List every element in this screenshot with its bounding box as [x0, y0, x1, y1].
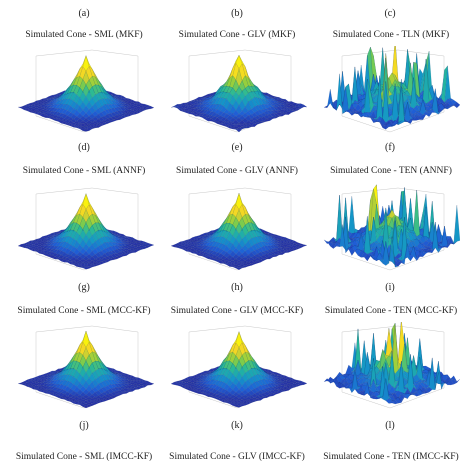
- plot-title-sml-mkf: Simulated Cone - SML (MKF): [25, 30, 143, 40]
- axis-line: [35, 325, 93, 333]
- cone-surface-graphic: [170, 325, 307, 409]
- surface-plot: [167, 322, 307, 414]
- axis-line: [341, 115, 391, 133]
- surface-patch: [453, 205, 460, 245]
- plot-title-ten-mcckf: Simulated Cone - TEN (MCC-KF): [324, 306, 458, 316]
- axis-line: [35, 253, 85, 271]
- axis-line: [35, 115, 85, 133]
- surface-patch: [388, 125, 396, 127]
- panel-label-c: (c): [384, 8, 396, 19]
- surface-plot: [167, 46, 307, 138]
- panel-label-k: (k): [231, 420, 243, 431]
- axis-line: [35, 49, 93, 57]
- axis-line: [35, 391, 85, 409]
- panel-label-d: (d): [78, 142, 90, 153]
- axis-line: [188, 253, 238, 271]
- axis-line: [244, 187, 292, 195]
- axis-line: [188, 187, 246, 195]
- axis-line: [188, 49, 246, 57]
- plot-title-glv-annf: Simulated Cone - GLV (ANNF): [176, 166, 298, 176]
- panel-label-g: (g): [78, 282, 90, 293]
- axis-line: [397, 325, 445, 333]
- plot-title-tln-mkf: Simulated Cone - TLN (MKF): [332, 30, 450, 40]
- plot-title-sml-mcckf: Simulated Cone - SML (MCC-KF): [17, 306, 151, 316]
- panel-label-i: (i): [385, 282, 395, 293]
- surface-plot: [14, 322, 154, 414]
- plot-title-glv-mcckf: Simulated Cone - GLV (MCC-KF): [170, 306, 304, 316]
- plot-title-glv-imcckf: Simulated Cone - GLV (IMCC-KF): [169, 452, 305, 462]
- surface-plot: [320, 184, 460, 276]
- axis-line: [341, 325, 399, 333]
- surface-patch: [82, 128, 90, 132]
- axis-line: [91, 325, 139, 333]
- panel-label-e: (e): [231, 142, 243, 153]
- axis-line: [91, 49, 139, 57]
- axis-line: [397, 187, 445, 195]
- surface-patch: [388, 400, 396, 405]
- surface-patch: [413, 190, 420, 237]
- cone-surface-graphic: [17, 49, 154, 133]
- panel-label-j: (j): [79, 420, 89, 431]
- surface-patch: [326, 89, 334, 109]
- panel-label-b: (b): [231, 8, 243, 19]
- surface-patch: [388, 236, 396, 268]
- plot-title-ten-annf: Simulated Cone - TEN (ANNF): [330, 166, 452, 176]
- axis-line: [341, 391, 391, 409]
- plot-title-sml-imcckf: Simulated Cone - SML (IMCC-KF): [15, 452, 153, 462]
- plot-title-glv-mkf: Simulated Cone - GLV (MKF): [178, 30, 296, 40]
- surface-patch: [82, 266, 90, 270]
- axis-line: [244, 49, 292, 57]
- cone-surface-graphic: [170, 49, 307, 133]
- axis-line: [188, 115, 238, 133]
- axis-line: [188, 391, 238, 409]
- axis-line: [389, 387, 445, 409]
- surface-patch: [82, 405, 90, 409]
- plot-title-ten-imcckf: Simulated Cone - TEN (IMCC-KF): [323, 452, 459, 462]
- cone-surface-graphic: [323, 184, 460, 271]
- cone-surface-graphic: [323, 322, 460, 409]
- panel-label-h: (h): [231, 282, 243, 293]
- axis-line: [389, 111, 445, 133]
- cone-surface-graphic: [323, 46, 460, 133]
- surface-plot: [320, 46, 460, 138]
- surface-patch: [235, 405, 243, 408]
- panel-label-f: (f): [385, 142, 395, 153]
- axis-line: [341, 187, 399, 195]
- surface-plot: [320, 322, 460, 414]
- axis-line: [188, 325, 246, 333]
- plot-title-sml-annf: Simulated Cone - SML (ANNF): [22, 166, 146, 176]
- axis-line: [35, 187, 93, 195]
- cone-surface-graphic: [17, 187, 154, 271]
- surface-plot: [14, 46, 154, 138]
- panel-label-l: (l): [385, 420, 395, 431]
- surface-plot: [167, 184, 307, 276]
- surface-patch: [348, 196, 356, 237]
- axis-line: [91, 187, 139, 195]
- axis-line: [397, 49, 445, 57]
- surface-patch: [235, 128, 243, 133]
- surface-patch: [235, 267, 243, 271]
- axis-line: [341, 253, 391, 271]
- cone-surface-graphic: [17, 325, 154, 409]
- panel-label-a: (a): [78, 8, 90, 19]
- surface-plot: [14, 184, 154, 276]
- cone-surface-graphic: [170, 187, 307, 271]
- axis-line: [244, 325, 292, 333]
